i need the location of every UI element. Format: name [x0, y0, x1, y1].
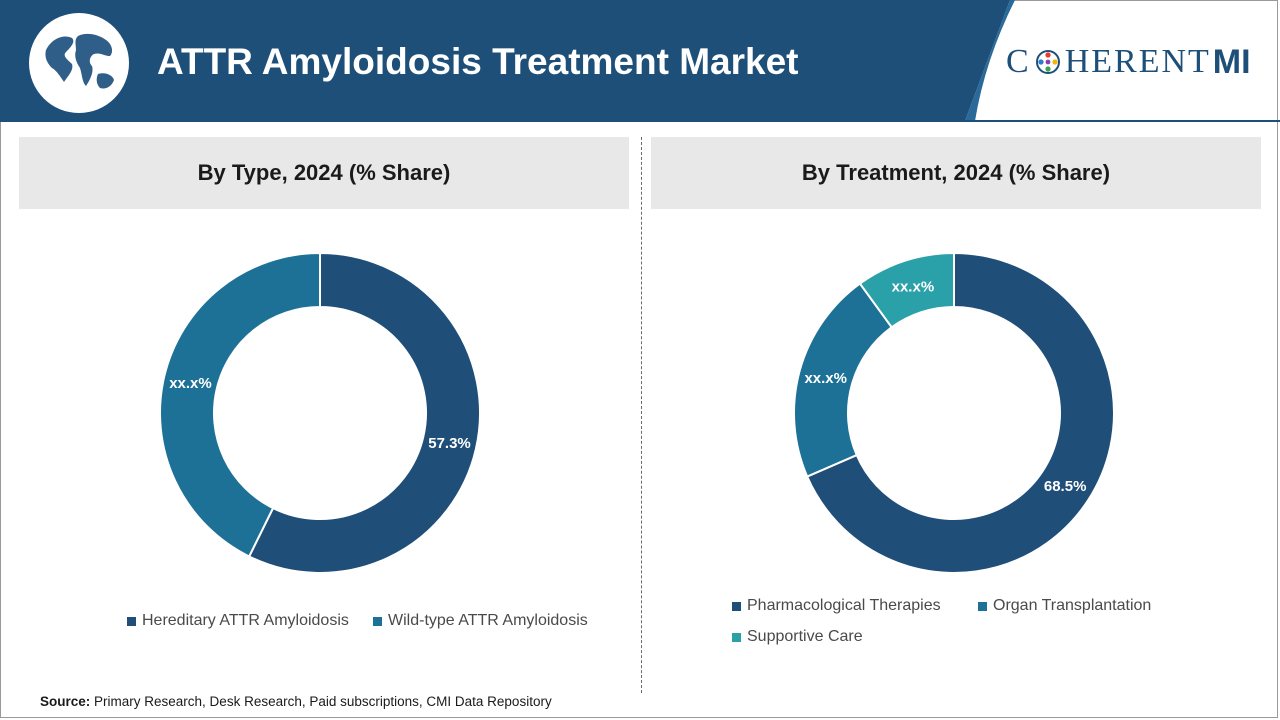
legend-label: Hereditary ATTR Amyloidosis [142, 612, 349, 629]
globe-icon [29, 13, 129, 113]
legend-item: Organ Transplantation [978, 597, 1151, 615]
logo-mi: MI [1212, 42, 1251, 81]
panel-divider [641, 137, 642, 693]
slice-data-label: xx.x% [892, 279, 935, 296]
slice-data-label: xx.x% [804, 370, 847, 387]
donut-chart-by-treatment: 68.5% xx.x% xx.x% [793, 251, 1115, 574]
logo-o-mark-icon [1035, 50, 1060, 74]
slice-data-label: 68.5% [1044, 478, 1087, 495]
donut-slice [858, 251, 955, 329]
panel-title-by-treatment: By Treatment, 2024 (% Share) [651, 137, 1261, 209]
legend-label: Wild-type ATTR Amyloidosis [388, 612, 588, 629]
legend-item: Pharmacological Therapies [732, 597, 941, 615]
legend-item: Wild-type ATTR Amyloidosis [373, 612, 588, 630]
panel-title-by-type: By Type, 2024 (% Share) [19, 137, 629, 209]
donut-slice [158, 251, 321, 558]
legend-label: Organ Transplantation [993, 597, 1152, 614]
source-note: Source: Primary Research, Desk Research,… [40, 694, 552, 709]
legend-swatch [127, 616, 136, 626]
logo-herent: HERENT [1064, 43, 1211, 80]
banner-accent-stripe [965, 0, 1015, 121]
legend-item: Hereditary ATTR Amyloidosis [127, 612, 349, 630]
legend-swatch [373, 616, 382, 626]
slice-data-label: xx.x% [169, 375, 212, 392]
donut-slice [247, 251, 481, 574]
coherent-mi-logo: C HERENT MI [1006, 40, 1268, 84]
legend-swatch [732, 601, 741, 611]
source-label: Source: [40, 694, 91, 709]
donut-chart-by-type: 57.3% xx.x% [158, 251, 481, 574]
legend-label: Pharmacological Therapies [747, 597, 941, 614]
legend-swatch [732, 632, 741, 642]
header-banner [0, 0, 1280, 122]
logo-c: C [1006, 43, 1031, 80]
legend-item: Supportive Care [732, 628, 863, 646]
banner-fill [0, 0, 1010, 121]
page-title: ATTR Amyloidosis Treatment Market [157, 41, 799, 82]
legend-swatch [978, 601, 987, 611]
source-text: Primary Research, Desk Research, Paid su… [94, 694, 552, 709]
slice-data-label: 57.3% [428, 435, 471, 452]
donut-slice [805, 251, 1115, 574]
legend-label: Supportive Care [747, 628, 863, 645]
